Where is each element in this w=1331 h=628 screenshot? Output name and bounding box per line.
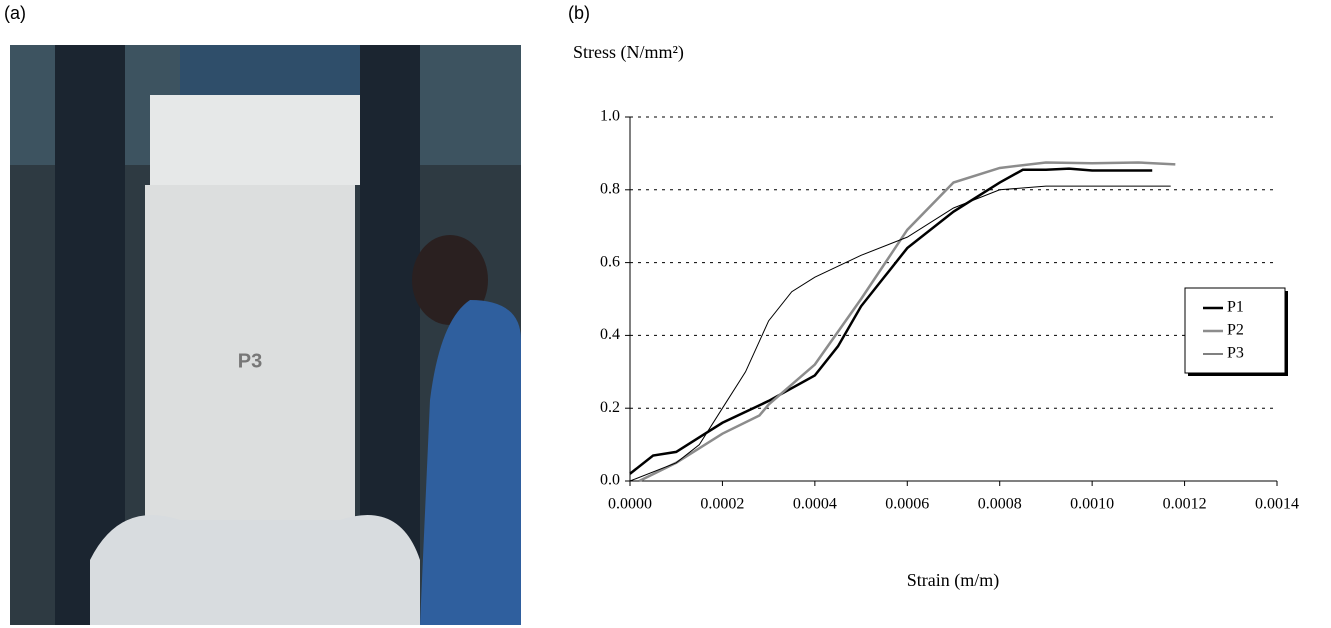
- photo: P3: [10, 45, 521, 625]
- legend-shadow: [1188, 373, 1288, 376]
- y-tick-label: 0.6: [600, 253, 620, 270]
- specimen-label: P3: [238, 350, 262, 372]
- series-line: [638, 161, 1176, 483]
- x-tick-label: 0.0004: [793, 496, 837, 513]
- series-line: [629, 185, 1171, 482]
- y-axis-label: Stress (N/mm²): [573, 42, 684, 63]
- x-tick-label: 0.0006: [885, 496, 929, 513]
- y-tick-label: 0.2: [600, 399, 620, 416]
- y-tick-label: 0.0: [600, 472, 620, 489]
- x-tick-label: 0.0000: [608, 496, 652, 513]
- legend-label: P2: [1227, 322, 1244, 339]
- x-tick-label: 0.0002: [700, 496, 744, 513]
- x-axis-label: Strain (m/m): [907, 570, 1000, 591]
- x-tick-label: 0.0014: [1255, 496, 1299, 513]
- press-head: [180, 45, 360, 95]
- y-tick-label: 1.0: [600, 108, 620, 125]
- legend-label: P1: [1227, 299, 1244, 316]
- panel-label: (b): [568, 3, 590, 23]
- legend-label: P3: [1227, 345, 1244, 362]
- x-tick-label: 0.0010: [1070, 496, 1114, 513]
- column: [55, 45, 125, 625]
- series-line: [629, 167, 1153, 475]
- x-tick-label: 0.0012: [1163, 496, 1207, 513]
- y-tick-label: 0.8: [600, 180, 620, 197]
- specimen: [145, 185, 355, 555]
- legend-shadow: [1285, 291, 1288, 376]
- plastic-wrap: [90, 515, 420, 625]
- panel-label: (a): [4, 3, 26, 23]
- x-tick-label: 0.0008: [978, 496, 1022, 513]
- person-body: [420, 300, 521, 625]
- y-tick-label: 0.4: [600, 326, 620, 343]
- top-plate: [150, 95, 360, 185]
